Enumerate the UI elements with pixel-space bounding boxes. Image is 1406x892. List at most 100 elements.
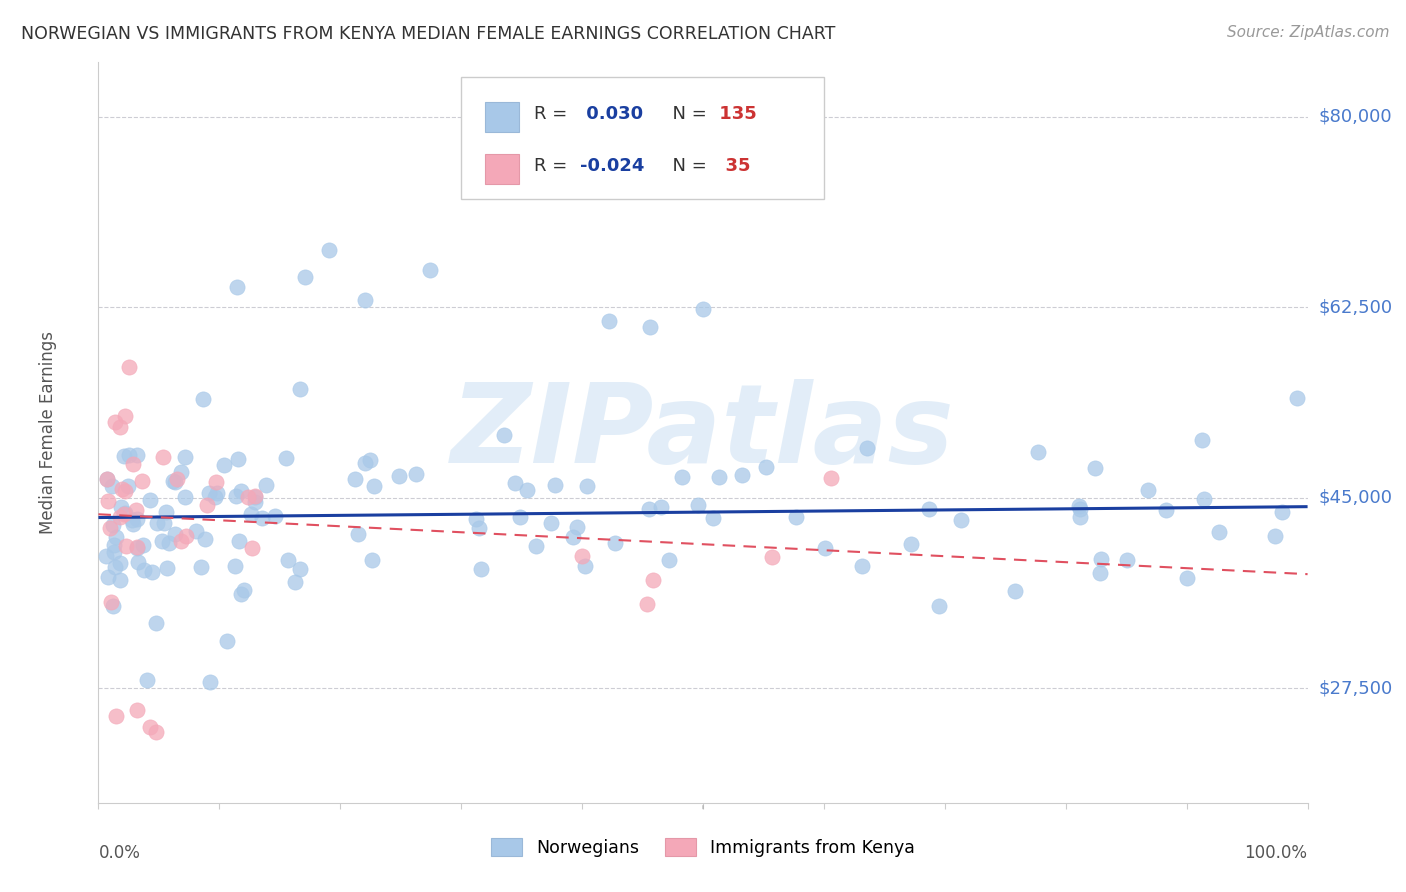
Text: 0.030: 0.030	[579, 105, 643, 123]
Point	[353, 456, 375, 470]
Text: ZIPatlas: ZIPatlas	[451, 379, 955, 486]
Point	[96, 472, 118, 486]
Point	[163, 526, 186, 541]
Point	[526, 539, 548, 553]
Text: 135: 135	[713, 105, 756, 123]
Point	[155, 506, 177, 520]
Point	[254, 478, 277, 492]
Point	[110, 556, 132, 570]
Point	[169, 534, 191, 549]
Point	[544, 477, 567, 491]
Point	[127, 703, 149, 717]
Point	[464, 512, 486, 526]
Point	[112, 449, 135, 463]
Point	[1192, 491, 1215, 506]
FancyBboxPatch shape	[485, 102, 519, 132]
Point	[198, 486, 221, 500]
Point	[1004, 584, 1026, 599]
Point	[1156, 503, 1178, 517]
Point	[540, 516, 562, 530]
Point	[170, 466, 193, 480]
Point	[516, 483, 538, 497]
Point	[145, 615, 167, 630]
Point	[139, 493, 162, 508]
Text: N =: N =	[661, 157, 713, 175]
Point	[814, 541, 837, 556]
Point	[103, 538, 125, 552]
Point	[731, 468, 754, 483]
Point	[245, 495, 267, 509]
Point	[195, 498, 218, 512]
Point	[124, 503, 146, 517]
Point	[276, 450, 298, 465]
Point	[263, 508, 285, 523]
Legend: Norwegians, Immigrants from Kenya: Norwegians, Immigrants from Kenya	[491, 838, 915, 857]
Point	[101, 599, 124, 613]
Point	[229, 484, 252, 499]
Point	[110, 500, 132, 515]
Point	[785, 509, 807, 524]
Point	[1136, 483, 1159, 497]
Point	[98, 521, 121, 535]
Point	[918, 502, 941, 516]
Point	[638, 320, 661, 334]
Point	[101, 517, 124, 532]
Point	[122, 517, 145, 532]
Text: R =: R =	[534, 157, 572, 175]
Point	[470, 561, 492, 575]
Point	[136, 673, 159, 687]
Point	[125, 541, 148, 555]
Point	[217, 634, 239, 648]
Point	[707, 470, 730, 484]
Point	[692, 301, 714, 316]
Point	[153, 516, 176, 530]
Point	[239, 508, 262, 522]
Point	[360, 553, 382, 567]
Point	[205, 485, 228, 500]
Point	[127, 540, 149, 554]
Point	[637, 501, 659, 516]
Point	[928, 599, 950, 613]
Point	[1069, 502, 1091, 516]
Point	[1177, 572, 1199, 586]
Point	[134, 563, 156, 577]
Text: R =: R =	[534, 105, 572, 123]
Point	[104, 708, 127, 723]
Point	[100, 595, 122, 609]
Point	[225, 489, 247, 503]
Point	[127, 555, 149, 569]
Point	[194, 532, 217, 546]
Point	[166, 471, 188, 485]
Point	[115, 539, 138, 553]
Point	[110, 574, 132, 588]
Text: 0.0%: 0.0%	[98, 844, 141, 862]
Point	[112, 507, 135, 521]
Point	[94, 549, 117, 564]
Text: Source: ZipAtlas.com: Source: ZipAtlas.com	[1226, 25, 1389, 40]
Point	[205, 475, 228, 490]
Point	[294, 270, 316, 285]
Point	[103, 545, 125, 559]
Point	[576, 479, 599, 493]
Point	[250, 511, 273, 525]
Point	[145, 725, 167, 739]
Point	[405, 467, 427, 481]
Point	[162, 474, 184, 488]
Text: $80,000: $80,000	[1319, 108, 1392, 126]
Point	[851, 558, 873, 573]
Point	[176, 528, 198, 542]
Point	[108, 420, 131, 434]
Text: $27,500: $27,500	[1319, 680, 1393, 698]
Point	[184, 524, 207, 539]
Point	[157, 535, 180, 549]
Point	[1191, 433, 1213, 447]
Point	[131, 474, 153, 488]
Point	[1271, 505, 1294, 519]
Text: -0.024: -0.024	[579, 157, 644, 175]
Point	[97, 494, 120, 508]
Point	[1116, 553, 1139, 567]
Point	[204, 491, 226, 505]
Point	[200, 674, 222, 689]
Point	[343, 472, 366, 486]
Point	[494, 427, 516, 442]
